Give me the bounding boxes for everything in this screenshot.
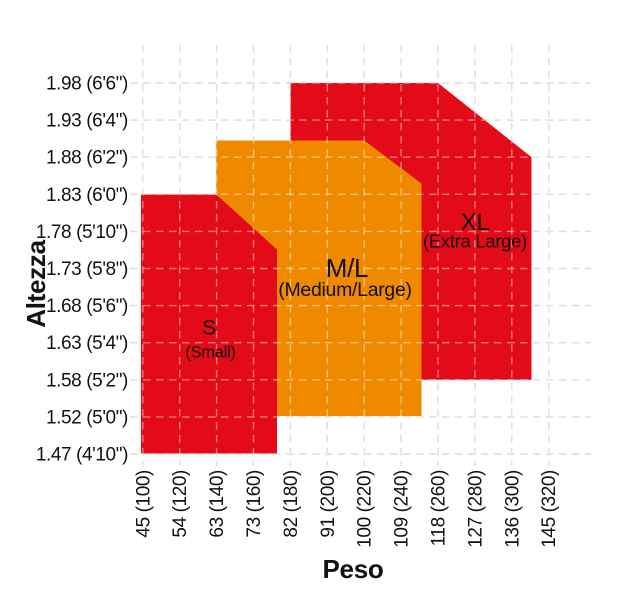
x-tick-label: 82 (180) bbox=[281, 470, 302, 538]
region-label-ml: M/L bbox=[326, 253, 368, 283]
x-tick-label: 127 (280) bbox=[465, 470, 486, 548]
x-tick-label: 118 (260) bbox=[429, 470, 450, 546]
x-tick-label: 136 (300) bbox=[502, 470, 523, 548]
x-tick-label: 54 (120) bbox=[170, 470, 191, 538]
y-tick-label: 1.88 (6'2") bbox=[46, 148, 128, 169]
regions-layer bbox=[141, 83, 532, 454]
y-tick-label: 1.93 (6'4") bbox=[46, 111, 128, 132]
region-sublabel-ml: (Medium/Large) bbox=[278, 279, 411, 301]
x-tick-label: 109 (240) bbox=[392, 470, 413, 548]
region-sublabel-s: (Small) bbox=[185, 344, 235, 362]
x-tick-label: 91 (200) bbox=[318, 470, 339, 538]
y-axis-title: Altezza bbox=[21, 239, 51, 327]
x-tick-label: 145 (320) bbox=[539, 470, 560, 548]
x-axis-title: Peso bbox=[323, 554, 384, 584]
y-tick-label: 1.78 (5'10") bbox=[36, 222, 128, 243]
region-s bbox=[141, 194, 277, 454]
grid-over-layer bbox=[130, 45, 591, 466]
x-tick-label: 63 (140) bbox=[207, 470, 228, 538]
y-tick-label: 1.63 (5'4") bbox=[46, 333, 128, 354]
y-tick-label: 1.68 (5'6") bbox=[46, 296, 128, 317]
y-tick-label: 1.47 (4'10") bbox=[36, 445, 128, 466]
region-label-s: S bbox=[202, 317, 216, 340]
x-tick-label: 45 (100) bbox=[133, 470, 154, 538]
y-tick-label: 1.98 (6'6") bbox=[46, 74, 128, 95]
region-label-xl: XL bbox=[461, 209, 490, 236]
region-sublabel-xl: (Extra Large) bbox=[423, 231, 527, 252]
y-tick-label: 1.58 (5'2") bbox=[46, 370, 128, 391]
y-tick-label: 1.83 (6'0") bbox=[46, 185, 128, 206]
y-tick-label: 1.52 (5'0") bbox=[46, 407, 128, 428]
x-tick-label: 73 (160) bbox=[244, 470, 265, 538]
x-tick-label: 100 (220) bbox=[355, 470, 376, 548]
y-tick-label: 1.73 (5'8") bbox=[46, 259, 128, 280]
